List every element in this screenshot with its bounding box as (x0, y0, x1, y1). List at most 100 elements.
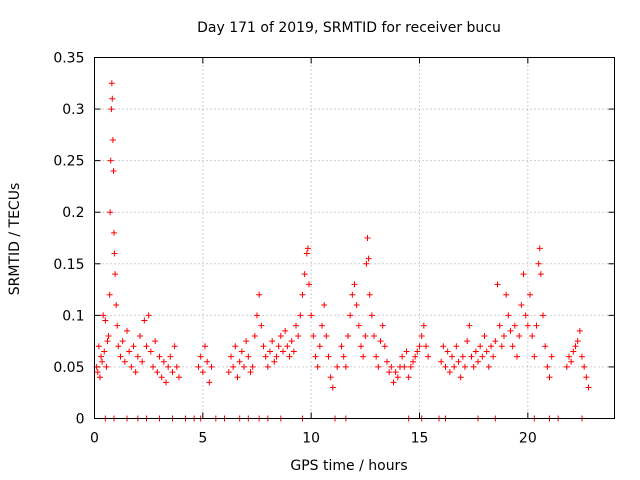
data-point (243, 338, 250, 345)
data-point (464, 338, 471, 345)
data-point (377, 338, 384, 345)
data-point (156, 353, 163, 360)
data-point (392, 369, 399, 376)
data-point (418, 332, 425, 339)
y-axis-label: SRMTID / TECUs (7, 183, 23, 296)
data-point (264, 363, 271, 370)
data-point (251, 332, 258, 339)
data-point (329, 384, 336, 391)
data-point (111, 229, 117, 236)
data-point (115, 343, 122, 350)
data-point (574, 338, 581, 345)
tick-labels: 0 0.05 0.1 0.15 0.2 0.25 0.3 0.35 0 5 10 15 20 (53, 51, 536, 447)
data-point (197, 353, 204, 360)
data-point (236, 358, 243, 365)
data-point (271, 358, 278, 365)
data-point (566, 353, 572, 360)
data-point (109, 137, 116, 144)
y-tick-label: 0.3 (62, 102, 84, 118)
data-point (158, 374, 165, 381)
data-point (247, 369, 254, 376)
data-point (134, 353, 141, 360)
data-point (485, 363, 492, 370)
data-point (260, 343, 267, 350)
x-tick-label: 10 (302, 431, 320, 447)
data-point (477, 343, 484, 350)
data-point (334, 363, 341, 370)
data-point (483, 348, 490, 355)
data-point (470, 363, 477, 370)
data-point (137, 332, 143, 339)
data-point (446, 369, 453, 376)
data-point (128, 363, 135, 370)
x-tick-label: 15 (411, 431, 429, 447)
data-point (304, 245, 311, 252)
data-point (173, 363, 180, 370)
data-point (321, 302, 328, 309)
data-point (126, 348, 133, 355)
data-point (407, 363, 414, 370)
data-point (124, 327, 130, 334)
data-point (101, 348, 108, 355)
data-point (496, 322, 503, 329)
data-point (345, 332, 351, 339)
data-point (325, 353, 332, 360)
data-point (105, 332, 112, 339)
data-point (269, 338, 276, 345)
axis-ticks (94, 57, 615, 419)
data-point (256, 291, 263, 298)
data-point (503, 291, 510, 298)
data-point (516, 332, 523, 339)
data-point (544, 363, 551, 370)
data-point (107, 209, 114, 216)
data-point (338, 343, 345, 350)
data-point (394, 374, 401, 381)
data-point (384, 358, 390, 365)
data-point (347, 312, 354, 319)
data-point (388, 363, 395, 370)
data-point (360, 353, 367, 360)
data-point (425, 353, 432, 360)
y-tick-label: 0.2 (62, 205, 84, 221)
data-point (130, 343, 137, 350)
data-point (282, 327, 289, 334)
data-point (373, 353, 380, 360)
data-point (102, 317, 109, 324)
data-point (206, 379, 213, 386)
y-tick-label: 0.25 (53, 154, 84, 170)
data-point (249, 363, 256, 370)
data-point (195, 363, 202, 370)
data-point (524, 322, 531, 329)
data-point (494, 281, 501, 288)
data-point (310, 332, 317, 339)
y-tick-label: 0.1 (62, 308, 84, 324)
data-point (481, 332, 488, 339)
y-tick-label: 0.15 (53, 257, 84, 273)
data-point (132, 369, 139, 376)
data-point (529, 332, 536, 339)
data-point (295, 332, 302, 339)
data-point (299, 291, 306, 298)
data-point (230, 363, 237, 370)
data-point (308, 312, 315, 319)
data-point (505, 312, 512, 319)
scatter-points (93, 80, 592, 422)
data-point (390, 379, 397, 386)
data-point (412, 353, 419, 360)
data-point (537, 271, 544, 278)
data-point (535, 260, 542, 267)
data-point (165, 363, 172, 370)
data-point (511, 322, 518, 329)
data-point (379, 322, 386, 329)
data-point (288, 338, 295, 345)
data-point (267, 348, 273, 355)
x-tick-label: 20 (519, 431, 537, 447)
data-point (176, 374, 182, 381)
data-point (145, 312, 152, 319)
data-point (403, 348, 410, 355)
data-point (167, 353, 174, 360)
data-point (121, 358, 128, 365)
data-point (301, 271, 308, 278)
data-point (501, 332, 507, 339)
